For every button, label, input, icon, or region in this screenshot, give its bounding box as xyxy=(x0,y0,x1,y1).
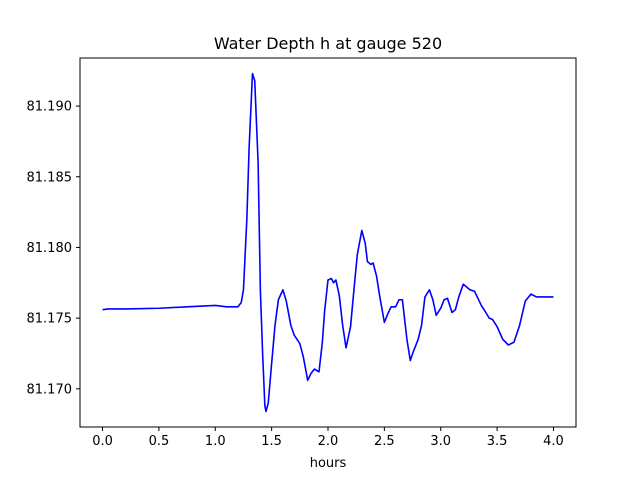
y-tick-label: 81.175 xyxy=(27,312,73,327)
y-tick-label: 81.185 xyxy=(27,170,73,185)
x-tick-label: 3.0 xyxy=(430,434,451,449)
x-tick-label: 0.5 xyxy=(149,434,170,449)
x-tick-label: 1.0 xyxy=(205,434,226,449)
x-tick-label: 1.5 xyxy=(261,434,282,449)
x-tick-label: 2.0 xyxy=(318,434,339,449)
plot-area xyxy=(102,72,554,413)
x-tick-label: 4.0 xyxy=(543,434,564,449)
y-tick-label: 81.190 xyxy=(27,100,73,115)
x-tick-label: 2.5 xyxy=(374,434,395,449)
y-tick-label: 81.170 xyxy=(27,382,73,397)
x-tick-label: 3.5 xyxy=(487,434,508,449)
x-axis: 0.0 0.5 1.0 1.5 2.0 2.5 3.0 3.5 4.0 xyxy=(92,427,564,449)
y-axis: 81.170 81.175 81.180 81.185 81.190 xyxy=(27,100,80,397)
series-line xyxy=(102,72,554,413)
x-axis-label: hours xyxy=(310,456,347,471)
x-tick-label: 0.0 xyxy=(92,434,113,449)
y-tick-label: 81.180 xyxy=(27,241,73,256)
chart-title: Water Depth h at gauge 520 xyxy=(214,34,442,53)
